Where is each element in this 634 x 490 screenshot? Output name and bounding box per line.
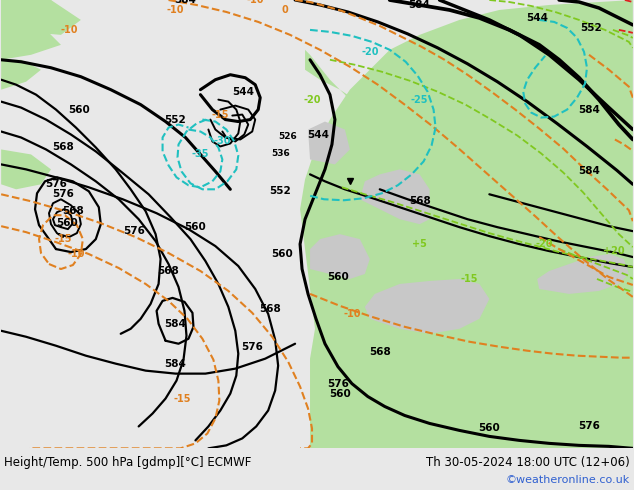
- Text: 560: 560: [329, 389, 351, 398]
- Text: -20: -20: [361, 47, 378, 57]
- Text: Height/Temp. 500 hPa [gdmp][°C] ECMWF: Height/Temp. 500 hPa [gdmp][°C] ECMWF: [4, 456, 251, 469]
- Text: 568: 568: [369, 347, 391, 357]
- Text: 584: 584: [165, 319, 186, 329]
- Text: 560: 560: [184, 222, 206, 232]
- Polygon shape: [305, 50, 633, 448]
- Text: 576: 576: [578, 421, 600, 431]
- Text: 568: 568: [158, 266, 179, 276]
- Text: 568: 568: [259, 304, 281, 314]
- Text: -15: -15: [461, 274, 478, 284]
- Text: 536: 536: [271, 149, 290, 158]
- Text: 584: 584: [409, 0, 430, 10]
- Text: +5: +5: [412, 239, 427, 249]
- Text: -15: -15: [54, 234, 72, 244]
- Text: 584: 584: [165, 359, 186, 368]
- Text: 560: 560: [68, 104, 90, 115]
- Polygon shape: [310, 234, 370, 279]
- Text: ©weatheronline.co.uk: ©weatheronline.co.uk: [506, 475, 630, 485]
- Text: -30: -30: [214, 137, 231, 147]
- Polygon shape: [1, 0, 61, 25]
- Text: 0: 0: [281, 5, 288, 15]
- Text: 576: 576: [242, 342, 263, 352]
- Text: -20: -20: [303, 95, 321, 105]
- Text: 552: 552: [165, 115, 186, 124]
- Polygon shape: [360, 170, 430, 224]
- Polygon shape: [537, 254, 629, 294]
- Text: -10: -10: [167, 5, 184, 15]
- Text: 560: 560: [479, 423, 500, 434]
- Text: -20: -20: [536, 239, 553, 249]
- Text: 584: 584: [578, 167, 600, 176]
- Text: 544: 544: [307, 129, 329, 140]
- Text: Th 30-05-2024 18:00 UTC (12+06): Th 30-05-2024 18:00 UTC (12+06): [426, 456, 630, 469]
- Polygon shape: [308, 122, 350, 165]
- Text: -10: -10: [343, 309, 361, 319]
- Text: -10: -10: [67, 249, 84, 259]
- Polygon shape: [365, 279, 489, 334]
- Text: 584: 584: [174, 0, 197, 5]
- Polygon shape: [1, 60, 41, 90]
- Text: 576: 576: [123, 226, 145, 236]
- Text: 568: 568: [62, 206, 84, 216]
- Text: 576: 576: [45, 179, 67, 189]
- Text: -25: -25: [411, 95, 429, 105]
- Text: 560: 560: [327, 272, 349, 282]
- Text: -10: -10: [247, 0, 264, 5]
- Text: 544: 544: [232, 87, 254, 97]
- Text: 552: 552: [580, 23, 602, 33]
- Text: 544: 544: [526, 13, 548, 23]
- Polygon shape: [1, 28, 36, 52]
- Polygon shape: [300, 0, 633, 448]
- Text: 576: 576: [52, 189, 74, 199]
- Text: 568: 568: [409, 196, 430, 206]
- Text: 560: 560: [271, 249, 293, 259]
- Text: 526: 526: [279, 132, 297, 141]
- Text: 568: 568: [52, 143, 74, 152]
- Polygon shape: [1, 149, 51, 189]
- Text: 576: 576: [327, 379, 349, 389]
- Text: 560: 560: [56, 218, 78, 228]
- Text: -35: -35: [191, 149, 209, 159]
- Text: 584: 584: [578, 104, 600, 115]
- Text: +20: +20: [603, 246, 624, 256]
- Text: -15: -15: [174, 393, 191, 404]
- Text: -10: -10: [60, 25, 77, 35]
- Polygon shape: [1, 0, 81, 35]
- Text: 552: 552: [269, 186, 291, 196]
- Polygon shape: [1, 10, 61, 60]
- Text: -15: -15: [212, 110, 229, 120]
